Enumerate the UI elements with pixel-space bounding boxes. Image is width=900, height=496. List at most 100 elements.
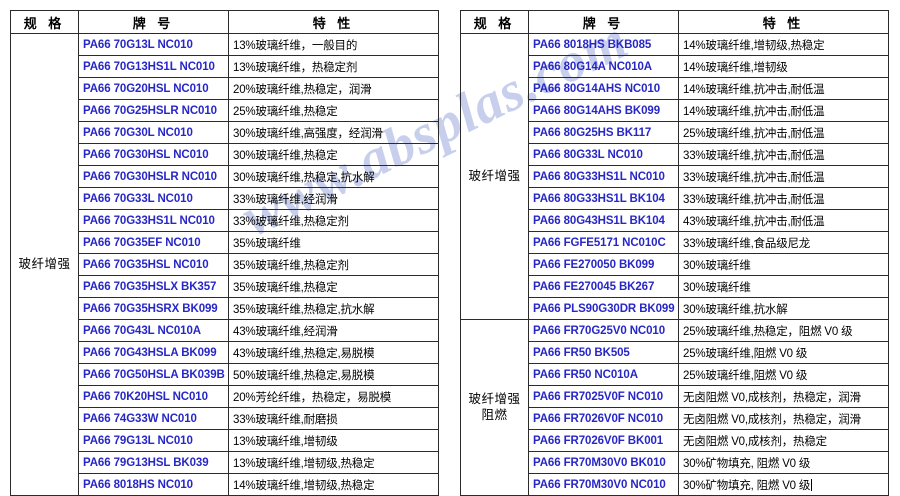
column-header-grade: 牌 号 bbox=[78, 10, 229, 34]
property-cell: 33%玻璃纤维,热稳定剂 bbox=[228, 209, 439, 232]
grade-cell: PA66 FE270045 BK267 bbox=[528, 275, 679, 298]
grade-cell: PA66 FR7026V0F BK001 bbox=[528, 429, 679, 452]
property-cell: 25%玻璃纤维,热稳定，阻燃 V0 级 bbox=[678, 319, 889, 342]
grade-cell: PA66 80G14AHS NC010 bbox=[528, 77, 679, 100]
property-cell: 30%玻璃纤维,热稳定,抗水解 bbox=[228, 165, 439, 188]
grade-cell: PA66 70G35HSLX BK357 bbox=[78, 275, 229, 298]
property-cell: 25%玻璃纤维,热稳定 bbox=[228, 99, 439, 122]
table-row: PA66 70G30HSLR NC010 30%玻璃纤维,热稳定,抗水解 bbox=[11, 165, 439, 188]
property-cell: 13%玻璃纤维，热稳定剂 bbox=[228, 55, 439, 78]
grade-cell: PA66 80G14AHS BK099 bbox=[528, 99, 679, 122]
column-header-spec: 规 格 bbox=[10, 10, 79, 34]
property-cell: 35%玻璃纤维,热稳定,抗水解 bbox=[228, 297, 439, 320]
grade-cell: PA66 FR7026V0F NC010 bbox=[528, 407, 679, 430]
right-table-body: 玻纤增强 PA66 8018HS BKB085 14%玻璃纤维,增韧级,热稳定 PA6… bbox=[460, 33, 889, 496]
grade-cell: PA66 70G30HSLR NC010 bbox=[78, 165, 229, 188]
table-row: PA66 70G33HS1L NC010 33%玻璃纤维,热稳定剂 bbox=[11, 209, 439, 232]
property-cell: 33%玻璃纤维,抗冲击,耐低温 bbox=[678, 143, 889, 166]
table-row: PA66 70G30HSL NC010 30%玻璃纤维,热稳定 bbox=[11, 143, 439, 166]
property-cell: 35%玻璃纤维,热稳定剂 bbox=[228, 253, 439, 276]
table-row: PA66 80G33HS1L BK104 33%玻璃纤维,抗冲击,耐低温 bbox=[461, 187, 889, 210]
property-cell: 14%玻璃纤维,抗冲击,耐低温 bbox=[678, 77, 889, 100]
left-table-head: 规 格 牌 号 特 性 bbox=[10, 10, 439, 34]
property-cell: 43%玻璃纤维,热稳定,易脱模 bbox=[228, 341, 439, 364]
table-row: PA66 FGFE5171 NC010C 33%玻璃纤维,食品级尼龙 bbox=[461, 231, 889, 254]
grade-cell: PA66 70G35HSRX BK099 bbox=[78, 297, 229, 320]
grade-cell: PA66 PLS90G30DR BK099 bbox=[528, 297, 679, 320]
table-row: PA66 79G13L NC010 13%玻璃纤维,增韧级 bbox=[11, 429, 439, 452]
table-row: PA66 74G33W NC010 33%玻璃纤维,耐磨损 bbox=[11, 407, 439, 430]
property-cell: 20%玻璃纤维,热稳定，润滑 bbox=[228, 77, 439, 100]
right-table-container: 规 格 牌 号 特 性 玻纤增强 PA66 8018HS BKB085 14%玻璃纤… bbox=[460, 10, 889, 496]
property-cell: 25%玻璃纤维,阻燃 V0 级 bbox=[678, 341, 889, 364]
property-cell: 30%矿物填充, 阻燃 V0 级 bbox=[678, 473, 889, 496]
table-row: PA66 80G25HS BK117 25%玻璃纤维,抗冲击,耐低温 bbox=[461, 121, 889, 144]
column-header-grade: 牌 号 bbox=[528, 10, 679, 34]
table-header-row: 规 格 牌 号 特 性 bbox=[460, 10, 889, 34]
property-cell: 14%玻璃纤维,抗冲击,耐低温 bbox=[678, 99, 889, 122]
property-cell: 33%玻璃纤维,耐磨损 bbox=[228, 407, 439, 430]
table-row: PA66 FE270050 BK099 30%玻璃纤维 bbox=[461, 253, 889, 276]
property-cell: 14%玻璃纤维,增韧级 bbox=[678, 55, 889, 78]
grade-cell: PA66 70G20HSL NC010 bbox=[78, 77, 229, 100]
property-cell: 30%矿物填充, 阻燃 V0 级 bbox=[678, 451, 889, 474]
grade-cell: PA66 80G14A NC010A bbox=[528, 55, 679, 78]
property-cell: 无卤阻燃 V0,成核剂，热稳定，润滑 bbox=[678, 407, 889, 430]
table-row: PA66 70G35HSLX BK357 35%玻璃纤维,热稳定 bbox=[11, 275, 439, 298]
grade-cell: PA66 70G33L NC010 bbox=[78, 187, 229, 210]
grade-cell: PA66 70G35EF NC010 bbox=[78, 231, 229, 254]
grade-cell: PA66 80G33L NC010 bbox=[528, 143, 679, 166]
right-table: 规 格 牌 号 特 性 玻纤增强 PA66 8018HS BKB085 14%玻璃纤… bbox=[460, 10, 889, 496]
grade-cell: PA66 70K20HSL NC010 bbox=[78, 385, 229, 408]
column-header-property: 特 性 bbox=[228, 10, 439, 34]
table-row: PA66 70G25HSLR NC010 25%玻璃纤维,热稳定 bbox=[11, 99, 439, 122]
property-cell: 13%玻璃纤维,增韧级 bbox=[228, 429, 439, 452]
property-cell: 43%玻璃纤维,经润滑 bbox=[228, 319, 439, 342]
property-cell: 33%玻璃纤维,食品级尼龙 bbox=[678, 231, 889, 254]
column-header-property: 特 性 bbox=[678, 10, 889, 34]
table-row: PA66 70G35EF NC010 35%玻璃纤维 bbox=[11, 231, 439, 254]
grade-cell: PA66 70G43HSLA BK099 bbox=[78, 341, 229, 364]
grade-cell: PA66 FR50 NC010A bbox=[528, 363, 679, 386]
grade-cell: PA66 79G13L NC010 bbox=[78, 429, 229, 452]
property-cell: 25%玻璃纤维,阻燃 V0 级 bbox=[678, 363, 889, 386]
property-cell: 30%玻璃纤维,抗水解 bbox=[678, 297, 889, 320]
property-cell: 13%玻璃纤维,增韧级,热稳定 bbox=[228, 451, 439, 474]
property-cell: 14%玻璃纤维,增韧级,热稳定 bbox=[228, 473, 439, 496]
property-cell: 50%玻璃纤维,热稳定,易脱模 bbox=[228, 363, 439, 386]
grade-cell: PA66 FR70M30V0 NC010 bbox=[528, 473, 679, 496]
grade-cell: PA66 FR70M30V0 BK010 bbox=[528, 451, 679, 474]
grade-cell: PA66 70G13L NC010 bbox=[78, 33, 229, 56]
column-header-spec: 规 格 bbox=[460, 10, 529, 34]
table-row: 玻纤增强 PA66 8018HS BKB085 14%玻璃纤维,增韧级,热稳定 bbox=[460, 33, 889, 320]
table-row: PA66 80G43HS1L BK104 43%玻璃纤维,抗冲击,耐低温 bbox=[461, 209, 889, 232]
grade-cell: PA66 8018HS NC010 bbox=[78, 473, 229, 496]
grade-cell: PA66 70G35HSL NC010 bbox=[78, 253, 229, 276]
text-cursor-caret bbox=[811, 478, 813, 491]
property-cell: 30%玻璃纤维 bbox=[678, 253, 889, 276]
property-cell: 33%玻璃纤维,抗冲击,耐低温 bbox=[678, 187, 889, 210]
grade-cell: PA66 80G33HS1L BK104 bbox=[528, 187, 679, 210]
table-row: 玻纤增强 PA66 70G13L NC010 13%玻璃纤维，一般目的 bbox=[10, 33, 439, 496]
table-row: PA66 PLS90G30DR BK099 30%玻璃纤维,抗水解 bbox=[461, 297, 889, 320]
table-row: PA66 80G14AHS BK099 14%玻璃纤维,抗冲击,耐低温 bbox=[461, 99, 889, 122]
property-cell: 30%玻璃纤维 bbox=[678, 275, 889, 298]
grade-cell: PA66 FE270050 BK099 bbox=[528, 253, 679, 276]
grade-cell: PA66 80G25HS BK117 bbox=[528, 121, 679, 144]
property-cell: 35%玻璃纤维,热稳定 bbox=[228, 275, 439, 298]
property-cell: 25%玻璃纤维,抗冲击,耐低温 bbox=[678, 121, 889, 144]
spreadsheet-sheet: www.absplas.com 规 格 牌 号 特 性 玻纤增强 PA66 70G… bbox=[10, 8, 889, 496]
grade-cell: PA66 70G43L NC010A bbox=[78, 319, 229, 342]
grade-cell: PA66 70G30L NC010 bbox=[78, 121, 229, 144]
table-row: PA66 80G33L NC010 33%玻璃纤维,抗冲击,耐低温 bbox=[461, 143, 889, 166]
table-row: PA66 70G35HSL NC010 35%玻璃纤维,热稳定剂 bbox=[11, 253, 439, 276]
right-table-head: 规 格 牌 号 特 性 bbox=[460, 10, 889, 34]
grade-cell: PA66 70G30HSL NC010 bbox=[78, 143, 229, 166]
table-row: 玻纤增强 阻燃 PA66 FR70G25V0 NC010 25%玻璃纤维,热稳定，阻燃… bbox=[460, 319, 889, 496]
category-cell: 玻纤增强 bbox=[460, 33, 529, 320]
grade-cell: PA66 70G33HS1L NC010 bbox=[78, 209, 229, 232]
category-cell: 玻纤增强 阻燃 bbox=[460, 319, 529, 496]
table-row: PA66 FR7026V0F BK001 无卤阻燃 V0,成核剂，热稳定 bbox=[461, 429, 889, 452]
grade-cell: PA66 79G13HSL BK039 bbox=[78, 451, 229, 474]
grade-cell: PA66 FR50 BK505 bbox=[528, 341, 679, 364]
